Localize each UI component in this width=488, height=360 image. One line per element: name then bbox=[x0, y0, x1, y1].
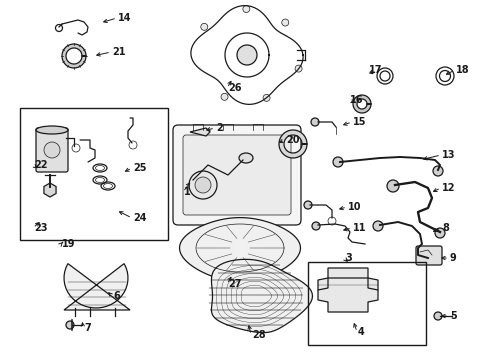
FancyBboxPatch shape bbox=[173, 125, 301, 225]
Circle shape bbox=[386, 180, 398, 192]
Circle shape bbox=[237, 45, 257, 65]
PathPatch shape bbox=[279, 130, 306, 158]
Polygon shape bbox=[211, 259, 312, 333]
Ellipse shape bbox=[36, 126, 68, 134]
Circle shape bbox=[263, 94, 269, 102]
Text: 14: 14 bbox=[118, 13, 131, 23]
FancyBboxPatch shape bbox=[183, 135, 290, 215]
Text: 19: 19 bbox=[62, 239, 75, 249]
Text: 3: 3 bbox=[345, 253, 351, 263]
Text: 22: 22 bbox=[34, 160, 47, 170]
Text: 1: 1 bbox=[183, 187, 190, 197]
Circle shape bbox=[310, 118, 318, 126]
Circle shape bbox=[201, 23, 207, 30]
Text: 18: 18 bbox=[455, 65, 468, 75]
Text: 27: 27 bbox=[227, 279, 241, 289]
Circle shape bbox=[221, 93, 227, 100]
Circle shape bbox=[243, 5, 249, 13]
Circle shape bbox=[304, 201, 311, 209]
Polygon shape bbox=[317, 278, 377, 312]
Circle shape bbox=[195, 177, 210, 193]
Bar bbox=[20, 108, 168, 240]
Circle shape bbox=[434, 228, 444, 238]
Text: 16: 16 bbox=[349, 95, 363, 105]
Text: 24: 24 bbox=[133, 213, 146, 223]
Circle shape bbox=[294, 65, 302, 72]
Text: 10: 10 bbox=[347, 202, 361, 212]
Text: 21: 21 bbox=[112, 47, 125, 57]
Circle shape bbox=[433, 312, 441, 320]
Text: 2: 2 bbox=[216, 123, 223, 133]
Polygon shape bbox=[64, 264, 130, 310]
Ellipse shape bbox=[239, 153, 252, 163]
Bar bbox=[307, 262, 425, 345]
Circle shape bbox=[44, 142, 60, 158]
Text: 23: 23 bbox=[34, 223, 47, 233]
Polygon shape bbox=[317, 268, 377, 302]
Text: 17: 17 bbox=[368, 65, 382, 75]
Text: 7: 7 bbox=[84, 323, 91, 333]
Text: 12: 12 bbox=[441, 183, 454, 193]
Circle shape bbox=[311, 222, 319, 230]
Text: 6: 6 bbox=[113, 291, 120, 301]
PathPatch shape bbox=[62, 44, 86, 68]
Text: 11: 11 bbox=[352, 223, 366, 233]
FancyBboxPatch shape bbox=[415, 246, 441, 265]
Polygon shape bbox=[190, 128, 209, 136]
Text: 8: 8 bbox=[441, 223, 448, 233]
Text: 4: 4 bbox=[357, 327, 364, 337]
Text: 20: 20 bbox=[285, 135, 299, 145]
Text: 5: 5 bbox=[449, 311, 456, 321]
Text: 15: 15 bbox=[352, 117, 366, 127]
Circle shape bbox=[189, 171, 217, 199]
FancyBboxPatch shape bbox=[36, 128, 68, 172]
Text: 25: 25 bbox=[133, 163, 146, 173]
Circle shape bbox=[66, 321, 74, 329]
Text: 26: 26 bbox=[227, 83, 241, 93]
Circle shape bbox=[432, 166, 442, 176]
Text: 13: 13 bbox=[441, 150, 454, 160]
Text: 9: 9 bbox=[449, 253, 456, 263]
Polygon shape bbox=[179, 217, 300, 282]
Circle shape bbox=[332, 157, 342, 167]
Circle shape bbox=[281, 19, 288, 26]
Text: 28: 28 bbox=[251, 330, 265, 340]
Circle shape bbox=[372, 221, 382, 231]
PathPatch shape bbox=[352, 95, 370, 113]
